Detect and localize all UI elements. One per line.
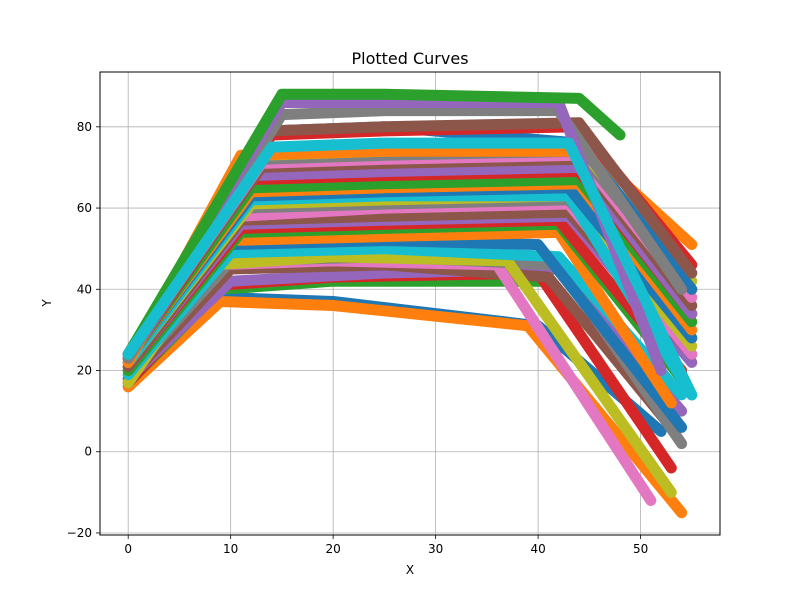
- x-tick-label: 0: [124, 542, 132, 556]
- y-tick-label: 40: [77, 282, 92, 296]
- series-line: [122, 137, 698, 401]
- y-tick-label: 20: [77, 364, 92, 378]
- y-tick-label: −20: [67, 526, 92, 540]
- x-tick-label: 10: [223, 542, 238, 556]
- axis-ticks: 0 10 20 30 40 50 −20 0 20 40 60 80: [67, 120, 649, 556]
- chart-title: Plotted Curves: [351, 49, 468, 68]
- x-tick-label: 50: [633, 542, 648, 556]
- y-tick-label: 60: [77, 201, 92, 215]
- y-tick-label: 0: [84, 445, 92, 459]
- plot-frame: [99, 71, 721, 536]
- y-axis-label: Y: [40, 299, 54, 308]
- y-tick-label: 80: [77, 120, 92, 134]
- series-group: [122, 88, 698, 519]
- x-tick-label: 20: [325, 542, 340, 556]
- x-axis-label: X: [406, 563, 414, 577]
- series-line: [122, 88, 626, 360]
- x-tick-label: 30: [428, 542, 443, 556]
- x-tick-label: 40: [530, 542, 545, 556]
